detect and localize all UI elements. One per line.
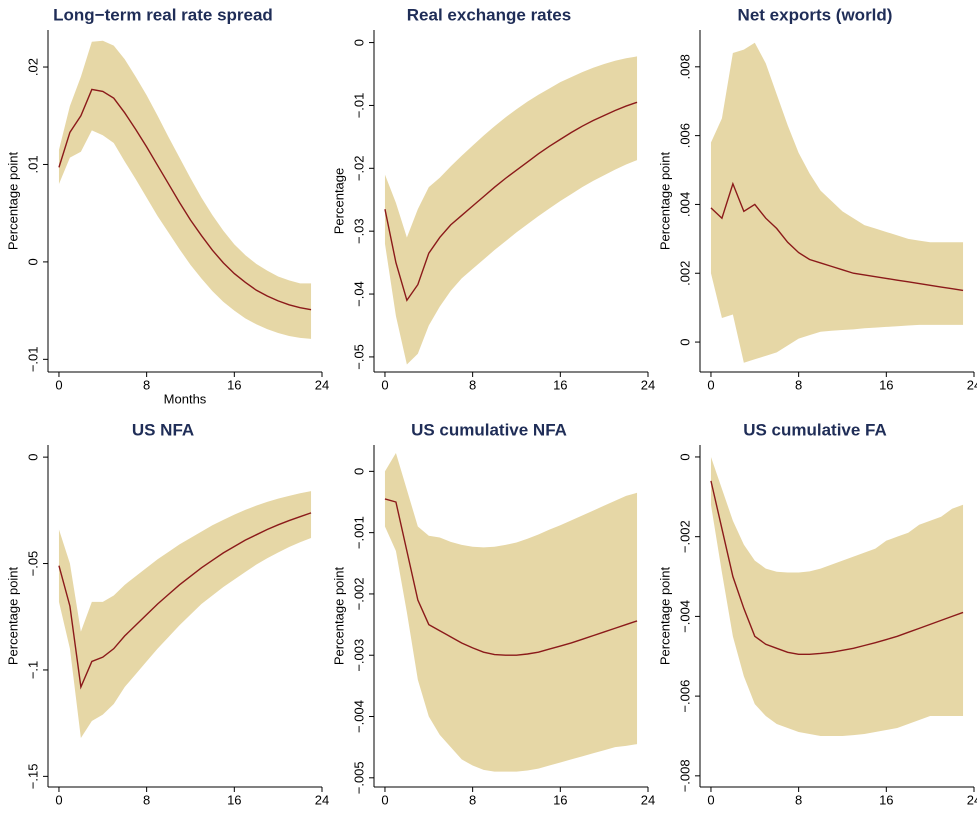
confidence-band <box>58 40 312 339</box>
confidence-band <box>710 42 964 363</box>
y-tick-label: −.05 <box>25 551 40 577</box>
y-tick-label: −.04 <box>351 281 366 307</box>
y-tick-label: −.01 <box>25 346 40 372</box>
x-tick-label: 24 <box>967 792 977 807</box>
x-tick-label: 8 <box>795 377 802 392</box>
y-tick-label: .002 <box>677 261 692 286</box>
y-tick-label: −.002 <box>677 520 692 553</box>
x-tick-label: 16 <box>879 377 893 392</box>
x-tick-label: 0 <box>381 792 388 807</box>
y-tick-label: −.001 <box>351 516 366 549</box>
y-tick-label: −.008 <box>677 759 692 792</box>
y-axis-label: Percentage point <box>657 151 672 250</box>
x-tick-label: 8 <box>469 377 476 392</box>
y-tick-label: −.004 <box>677 600 692 633</box>
response-line <box>710 181 964 292</box>
y-tick-label: −.05 <box>351 344 366 370</box>
x-tick-label: 24 <box>315 377 329 392</box>
y-tick-label: −.003 <box>351 639 366 672</box>
chart-title: Net exports (world) <box>738 5 893 24</box>
response-line <box>58 512 312 690</box>
y-tick-label: 0 <box>25 258 40 265</box>
y-tick-label: −.15 <box>25 764 40 790</box>
y-tick-label: 0 <box>351 39 366 46</box>
y-tick-label: 0 <box>351 468 366 475</box>
y-tick-label: −.005 <box>351 761 366 794</box>
y-tick-label: .008 <box>677 54 692 79</box>
chart-title: Long−term real rate spread <box>53 5 273 24</box>
y-tick-label: 0 <box>677 338 692 345</box>
confidence-band <box>710 456 964 736</box>
x-tick-label: 16 <box>227 377 241 392</box>
chart-title: US cumulative NFA <box>411 420 567 439</box>
x-tick-label: 24 <box>641 792 655 807</box>
x-tick-label: 16 <box>553 377 567 392</box>
x-tick-label: 8 <box>469 792 476 807</box>
x-tick-label: 24 <box>315 792 329 807</box>
y-tick-label: 0 <box>677 453 692 460</box>
y-tick-label: −.002 <box>351 577 366 610</box>
x-tick-label: 16 <box>227 792 241 807</box>
x-tick-label: 16 <box>553 792 567 807</box>
chart-title: Real exchange rates <box>407 5 571 24</box>
y-axis-label: Percentage point <box>5 566 20 665</box>
x-tick-label: 0 <box>707 377 714 392</box>
y-axis-label: Percentage point <box>5 151 20 250</box>
response-line <box>710 480 964 655</box>
y-tick-label: .006 <box>677 123 692 148</box>
y-tick-label: .01 <box>25 155 40 173</box>
y-axis-label: Percentage <box>331 168 346 235</box>
y-tick-label: .02 <box>25 58 40 76</box>
x-tick-label: 8 <box>795 792 802 807</box>
y-tick-label: −.02 <box>351 155 366 181</box>
y-tick-label: −.03 <box>351 218 366 244</box>
x-tick-label: 8 <box>143 792 150 807</box>
y-tick-label: −.01 <box>351 93 366 119</box>
confidence-band <box>58 491 312 739</box>
chart-title: US NFA <box>132 420 194 439</box>
response-line <box>384 498 638 656</box>
y-tick-label: −.1 <box>25 661 40 679</box>
x-tick-label: 0 <box>55 792 62 807</box>
y-axis-label: Percentage point <box>657 566 672 665</box>
x-tick-label: 8 <box>143 377 150 392</box>
y-tick-label: 0 <box>25 454 40 461</box>
chart-title: US cumulative FA <box>743 420 887 439</box>
x-tick-label: 16 <box>879 792 893 807</box>
x-tick-label: 24 <box>967 377 977 392</box>
y-axis-label: Percentage point <box>331 566 346 665</box>
x-axis-label: Months <box>164 391 207 406</box>
x-tick-label: 0 <box>381 377 388 392</box>
response-line <box>58 88 312 311</box>
x-tick-label: 24 <box>641 377 655 392</box>
confidence-band <box>384 56 638 365</box>
y-tick-label: .004 <box>677 192 692 217</box>
y-tick-label: −.004 <box>351 700 366 733</box>
confidence-band <box>384 452 638 772</box>
y-tick-label: −.006 <box>677 680 692 713</box>
response-line <box>384 101 638 302</box>
x-tick-label: 0 <box>707 792 714 807</box>
x-tick-label: 0 <box>55 377 62 392</box>
